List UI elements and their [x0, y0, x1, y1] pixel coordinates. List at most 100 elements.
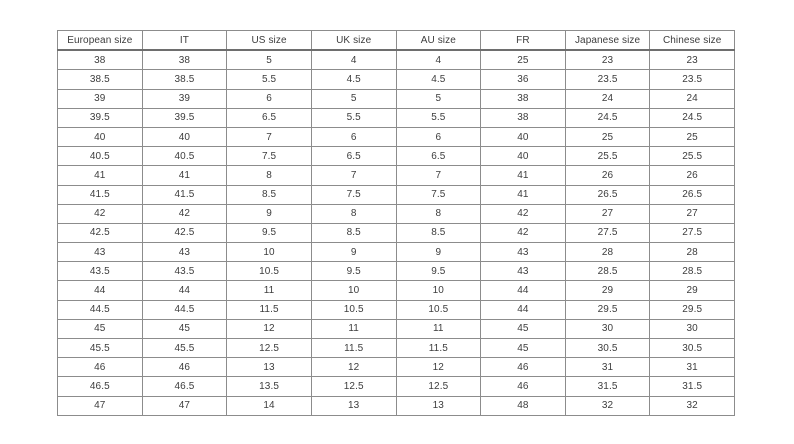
table-cell: 46.5	[57, 376, 143, 397]
table-cell: 40.5	[57, 146, 143, 167]
table-cell: 31.5	[564, 376, 651, 397]
table-cell: 6.5	[310, 146, 397, 167]
table-cell: 6.5	[395, 146, 482, 167]
table-row: 43 43 10 9 9 43 28 28	[57, 242, 735, 263]
table-cell: 46.5	[141, 376, 228, 397]
table-cell: 38	[57, 49, 143, 71]
table-cell: 23.5	[564, 69, 651, 90]
table-row: 39 39 6 5 5 38 24 24	[57, 88, 735, 109]
table-cell: 10.5	[310, 299, 397, 320]
shoe-size-conversion-table: European size IT US size UK size AU size FR Ja…	[57, 30, 735, 416]
table-row: 40.5 40.5 7.5 6.5 6.5 40 25.5 25.5	[57, 146, 735, 167]
table-row: 46.5 46.5 13.5 12.5 12.5 46 31.5 31.5	[57, 376, 735, 397]
table-cell: 45	[480, 337, 566, 359]
table-cell: 46	[480, 357, 566, 378]
table-cell: 10	[310, 280, 397, 301]
table-cell: 29	[564, 280, 651, 301]
table-cell: 26	[649, 165, 735, 186]
table-cell: 31	[564, 357, 651, 378]
table-row: 38.5 38.5 5.5 4.5 4.5 36 23.5 23.5	[57, 69, 735, 90]
table-cell: 38	[141, 49, 228, 71]
table-cell: 24	[649, 88, 735, 109]
table-cell: 7.5	[395, 184, 482, 205]
table-cell: 44	[141, 280, 228, 301]
table-row: 46 46 13 12 12 46 31 31	[57, 357, 735, 378]
table-cell: 27.5	[649, 222, 735, 244]
table-cell: 45	[141, 318, 228, 340]
table-cell: 44	[480, 280, 566, 301]
table-cell: 42.5	[57, 222, 143, 244]
table-cell: 9.5	[395, 261, 482, 282]
table-cell: 41	[480, 184, 566, 205]
table-cell: 12	[395, 357, 482, 378]
table-cell: 31	[649, 357, 735, 378]
table-cell: 11.5	[226, 299, 312, 320]
table-cell: 45.5	[57, 337, 143, 359]
table-cell: 39	[57, 88, 143, 109]
table-cell: 44.5	[57, 299, 143, 320]
table-cell: 30.5	[649, 337, 735, 359]
table-cell: 26.5	[649, 184, 735, 205]
table-cell: 7	[226, 126, 312, 148]
table-cell: 5	[395, 88, 482, 109]
table-cell: 5.5	[226, 69, 312, 90]
table-cell: 23	[649, 49, 735, 71]
table-cell: 42	[480, 203, 566, 224]
table-cell: 30.5	[564, 337, 651, 359]
table-cell: 41	[57, 165, 143, 186]
table-row: 45 45 12 11 11 45 30 30	[57, 318, 735, 340]
table-cell: 26	[564, 165, 651, 186]
table-cell: 40	[480, 126, 566, 148]
table-header: European size IT US size UK size AU size FR Ja…	[57, 30, 735, 52]
table-cell: 9	[310, 242, 397, 263]
table-cell: 8	[226, 165, 312, 186]
table-cell: 46	[480, 376, 566, 397]
table-row: 45.5 45.5 12.5 11.5 11.5 45 30.5 30.5	[57, 337, 735, 359]
table-cell: 40	[480, 146, 566, 167]
table-cell: 5.5	[395, 107, 482, 128]
table-cell: 25	[564, 126, 651, 148]
table-row: 43.5 43.5 10.5 9.5 9.5 43 28.5 28.5	[57, 261, 735, 282]
column-header: UK size	[310, 30, 397, 52]
table-cell: 25	[480, 49, 566, 71]
table-cell: 44	[57, 280, 143, 301]
table-row: 44.5 44.5 11.5 10.5 10.5 44 29.5 29.5	[57, 299, 735, 320]
table-cell: 11	[395, 318, 482, 340]
table-cell: 42.5	[141, 222, 228, 244]
table-cell: 27	[564, 203, 651, 224]
table-cell: 10	[395, 280, 482, 301]
table-cell: 13.5	[226, 376, 312, 397]
column-header: IT	[141, 30, 228, 52]
table-cell: 9.5	[226, 222, 312, 244]
table-cell: 11	[226, 280, 312, 301]
table-cell: 27	[649, 203, 735, 224]
table-cell: 24	[564, 88, 651, 109]
table-cell: 41	[141, 165, 228, 186]
table-cell: 5	[226, 49, 312, 71]
table-cell: 7	[310, 165, 397, 186]
header-row: European size IT US size UK size AU size FR Ja…	[57, 30, 735, 52]
table-row: 40 40 7 6 6 40 25 25	[57, 126, 735, 148]
table-cell: 9	[395, 242, 482, 263]
table-cell: 6.5	[226, 107, 312, 128]
table-cell: 43.5	[57, 261, 143, 282]
table-cell: 8.5	[226, 184, 312, 205]
table-cell: 24.5	[564, 107, 651, 128]
table-cell: 46	[57, 357, 143, 378]
table-cell: 7.5	[310, 184, 397, 205]
table-cell: 39	[141, 88, 228, 109]
table-cell: 6	[226, 88, 312, 109]
column-header: AU size	[395, 30, 482, 52]
table-cell: 4.5	[310, 69, 397, 90]
column-header: Chinese size	[649, 30, 735, 52]
table-cell: 13	[395, 395, 482, 416]
table-cell: 45	[57, 318, 143, 340]
table-cell: 31.5	[649, 376, 735, 397]
table-cell: 38.5	[57, 69, 143, 90]
table-cell: 28.5	[649, 261, 735, 282]
table-cell: 5.5	[310, 107, 397, 128]
table-cell: 47	[57, 395, 143, 416]
table-row: 47 47 14 13 13 48 32 32	[57, 395, 735, 416]
table-row: 39.5 39.5 6.5 5.5 5.5 38 24.5 24.5	[57, 107, 735, 128]
